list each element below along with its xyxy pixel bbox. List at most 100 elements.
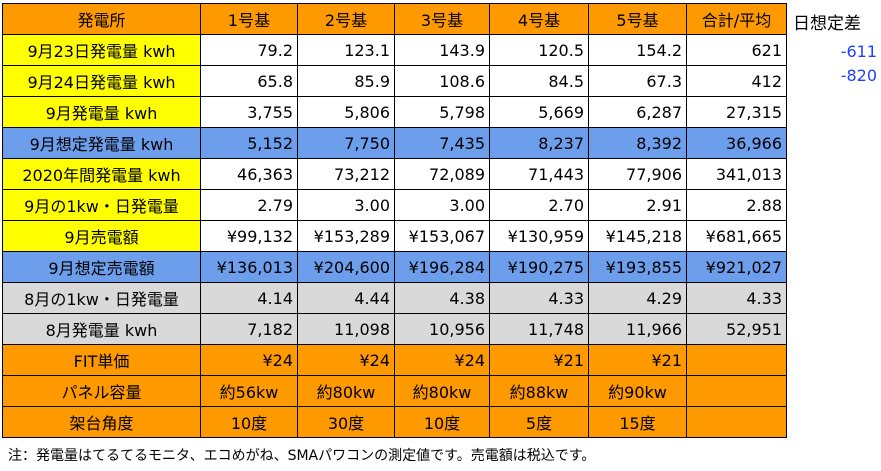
table-cell: ¥21 — [489, 344, 589, 376]
table-cell: 7,182 — [200, 313, 298, 345]
table-cell: 7,750 — [297, 127, 395, 159]
table-cell: ¥153,067 — [394, 220, 490, 252]
table-cell: 3.00 — [297, 189, 395, 221]
table-cell: 8,392 — [588, 127, 687, 159]
table-cell: 11,098 — [297, 313, 395, 345]
table-cell: 10度 — [394, 406, 490, 438]
row-label: 9月売電額 — [2, 220, 201, 252]
table-cell: 143.9 — [394, 34, 490, 66]
table-cell: 72,089 — [394, 158, 490, 190]
daily-forecast-diff-header: 日想定差 — [793, 14, 861, 34]
total-cell: ¥921,027 — [686, 251, 787, 283]
table-cell: 84.5 — [489, 65, 589, 97]
table-cell: 約90kw — [588, 375, 687, 407]
table-cell: 108.6 — [394, 65, 490, 97]
table-row: 9月24日発電量 kwh 65.8 85.9 108.6 84.5 67.3 4… — [2, 65, 787, 97]
row-label: 8月の1kw・日発電量 — [2, 282, 201, 314]
table-cell: 5,152 — [200, 127, 298, 159]
total-cell: 341,013 — [686, 158, 787, 190]
header-unit-5: 5号基 — [588, 3, 687, 35]
header-unit-3: 3号基 — [394, 3, 490, 35]
row-label: 9月24日発電量 kwh — [2, 65, 201, 97]
table-row: 9月の1kw・日発電量 2.79 3.00 3.00 2.70 2.91 2.8… — [2, 189, 787, 221]
table-cell: 10度 — [200, 406, 298, 438]
row-label: 架台角度 — [2, 406, 201, 438]
total-cell: 621 — [686, 34, 787, 66]
table-cell: 約80kw — [394, 375, 490, 407]
header-label-cell: 発電所 — [2, 3, 201, 35]
table-cell: 46,363 — [200, 158, 298, 190]
table-cell: 67.3 — [588, 65, 687, 97]
table-cell: ¥21 — [588, 344, 687, 376]
total-cell: 52,951 — [686, 313, 787, 345]
total-cell — [686, 375, 787, 407]
row-label: 9月想定売電額 — [2, 251, 201, 283]
table-row: 架台角度 10度 30度 10度 5度 15度 — [2, 406, 787, 438]
table-cell: 120.5 — [489, 34, 589, 66]
table-row: FIT単価 ¥24 ¥24 ¥24 ¥21 ¥21 — [2, 344, 787, 376]
table-cell: ¥153,289 — [297, 220, 395, 252]
row-label: FIT単価 — [2, 344, 201, 376]
table-cell: 71,443 — [489, 158, 589, 190]
power-plant-table: 発電所 1号基 2号基 3号基 4号基 5号基 合計/平均 9月23日発電量 k… — [2, 3, 787, 438]
table-row: 9月発電量 kwh 3,755 5,806 5,798 5,669 6,287 … — [2, 96, 787, 128]
table-cell: 79.2 — [200, 34, 298, 66]
footnote: 注：発電量はてるてるモニタ、エコめがね、SMAパワコンの測定値です。売電額は税込… — [8, 448, 596, 464]
table-cell: 4.38 — [394, 282, 490, 314]
table-cell: 3.00 — [394, 189, 490, 221]
table-cell: ¥24 — [297, 344, 395, 376]
row-label: 2020年間発電量 kwh — [2, 158, 201, 190]
table-cell: 123.1 — [297, 34, 395, 66]
row-label: 9月の1kw・日発電量 — [2, 189, 201, 221]
table-cell: ¥196,284 — [394, 251, 490, 283]
row-label: 9月23日発電量 kwh — [2, 34, 201, 66]
table-cell: 7,435 — [394, 127, 490, 159]
row-label: 9月想定発電量 kwh — [2, 127, 201, 159]
total-cell: 2.88 — [686, 189, 787, 221]
table-cell: 2.91 — [588, 189, 687, 221]
table-cell: ¥130,959 — [489, 220, 589, 252]
total-cell: 27,315 — [686, 96, 787, 128]
table-cell: ¥204,600 — [297, 251, 395, 283]
table-cell: 4.14 — [200, 282, 298, 314]
table-cell: 11,748 — [489, 313, 589, 345]
table-cell: 約56kw — [200, 375, 298, 407]
table-row: 9月売電額 ¥99,132 ¥153,289 ¥153,067 ¥130,959… — [2, 220, 787, 252]
table-cell: ¥99,132 — [200, 220, 298, 252]
total-cell — [686, 344, 787, 376]
table-cell: 3,755 — [200, 96, 298, 128]
total-cell: ¥681,665 — [686, 220, 787, 252]
table-cell: 4.29 — [588, 282, 687, 314]
table-cell: 73,212 — [297, 158, 395, 190]
table-row: 9月想定売電額 ¥136,013 ¥204,600 ¥196,284 ¥190,… — [2, 251, 787, 283]
table-cell: ¥136,013 — [200, 251, 298, 283]
table-cell: 15度 — [588, 406, 687, 438]
table-cell: 約80kw — [297, 375, 395, 407]
total-cell — [686, 406, 787, 438]
table-cell: 5,798 — [394, 96, 490, 128]
table-cell: 5度 — [489, 406, 589, 438]
table-cell: 4.44 — [297, 282, 395, 314]
table-cell: 4.33 — [489, 282, 589, 314]
table-cell: 154.2 — [588, 34, 687, 66]
table-cell: 77,906 — [588, 158, 687, 190]
table-row: 9月23日発電量 kwh 79.2 123.1 143.9 120.5 154.… — [2, 34, 787, 66]
row-label: 9月発電量 kwh — [2, 96, 201, 128]
table-cell: 11,966 — [588, 313, 687, 345]
table-row: 2020年間発電量 kwh 46,363 73,212 72,089 71,44… — [2, 158, 787, 190]
header-unit-2: 2号基 — [297, 3, 395, 35]
table-cell: ¥24 — [394, 344, 490, 376]
table-row: パネル容量 約56kw 約80kw 約80kw 約88kw 約90kw — [2, 375, 787, 407]
table-cell: ¥193,855 — [588, 251, 687, 283]
daily-forecast-diff-value: -611 — [840, 42, 877, 61]
table-cell: 85.9 — [297, 65, 395, 97]
table-cell: 6,287 — [588, 96, 687, 128]
row-label: パネル容量 — [2, 375, 201, 407]
total-cell: 412 — [686, 65, 787, 97]
header-row: 発電所 1号基 2号基 3号基 4号基 5号基 合計/平均 — [2, 3, 787, 35]
row-label: 8月発電量 kwh — [2, 313, 201, 345]
header-total: 合計/平均 — [686, 3, 787, 35]
table-cell: 5,806 — [297, 96, 395, 128]
table-cell: ¥190,275 — [489, 251, 589, 283]
daily-forecast-diff-value: -820 — [840, 66, 877, 85]
